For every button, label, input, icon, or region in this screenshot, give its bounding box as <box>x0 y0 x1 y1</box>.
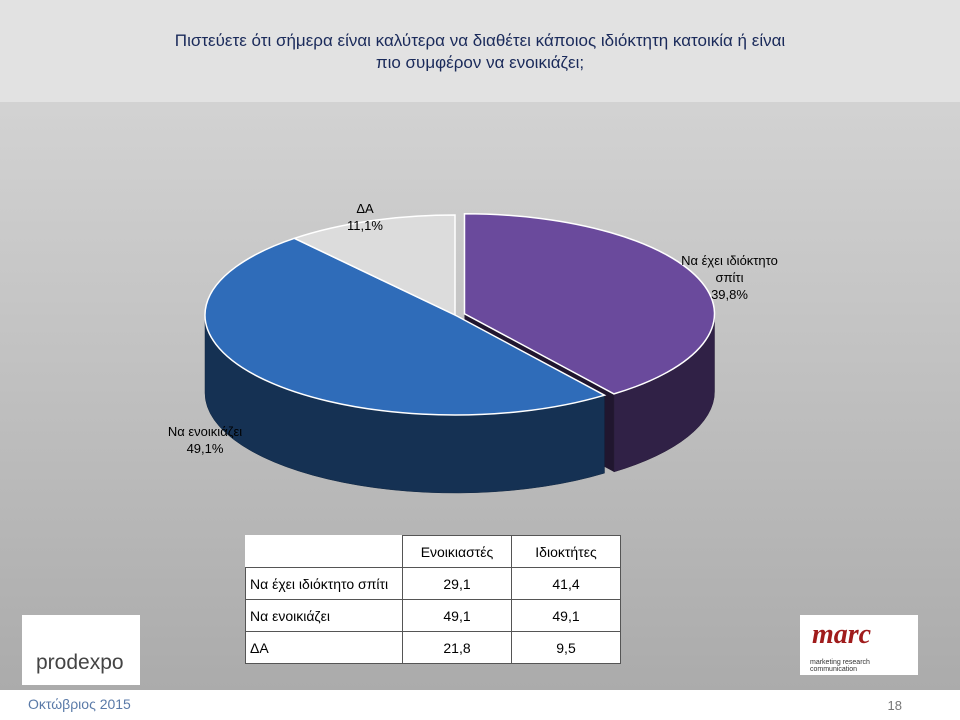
row-label: ΔΑ <box>245 631 403 664</box>
slice-top <box>463 212 716 395</box>
row-label: Να ενοικιάζει <box>245 599 403 632</box>
logo-text: prodexpo <box>36 651 124 674</box>
slice-top <box>292 214 456 317</box>
data-table: Ενοικιαστές Ιδιοκτήτες Να έχει ιδιόκτητο … <box>245 535 621 664</box>
logo: marc marketing research communication <box>800 615 918 675</box>
cell: 49,1 <box>402 599 512 632</box>
page-number: 18 <box>887 698 902 713</box>
category-label: ΔΑ <box>356 201 374 216</box>
cell: 21,8 <box>402 631 512 664</box>
cell: 29,1 <box>402 567 512 600</box>
row-label: Να έχει ιδιόκτητο σπίτι <box>245 567 403 600</box>
title-bar <box>0 0 960 102</box>
pie-slice <box>292 214 456 317</box>
logo-tagline: marketing research communication <box>810 659 870 673</box>
slice-label: Να έχει ιδιόκτητο σπίτι 39,8% <box>672 252 787 303</box>
category-label: Να ενοικιάζει <box>167 424 243 439</box>
logo: prodexpo <box>22 615 140 685</box>
logo-text: marc <box>812 619 872 650</box>
pie-chart <box>204 212 716 494</box>
value-label: 49,1% <box>186 441 224 456</box>
cell: 41,4 <box>511 567 621 600</box>
slice-label: ΔΑ 11,1% <box>320 200 410 234</box>
category-label: Να έχει ιδιόκτητο σπίτι <box>681 253 778 285</box>
footer: Οκτώβριος 2015 18 <box>0 690 960 720</box>
slice-top <box>204 237 607 416</box>
cell: 9,5 <box>511 631 621 664</box>
pie-slice <box>204 237 607 494</box>
value-label: 39,8% <box>711 287 748 302</box>
slice-label: Να ενοικιάζει 49,1% <box>150 423 260 457</box>
chart-title: Πιστεύετε ότι σήμερα είναι καλύτερα να δ… <box>174 31 786 72</box>
column-header: Ενοικιαστές <box>402 535 512 568</box>
column-header: Ιδιοκτήτες <box>511 535 621 568</box>
cell: 49,1 <box>511 599 621 632</box>
value-label: 11,1% <box>347 218 383 233</box>
footer-date: Οκτώβριος 2015 <box>28 696 131 712</box>
